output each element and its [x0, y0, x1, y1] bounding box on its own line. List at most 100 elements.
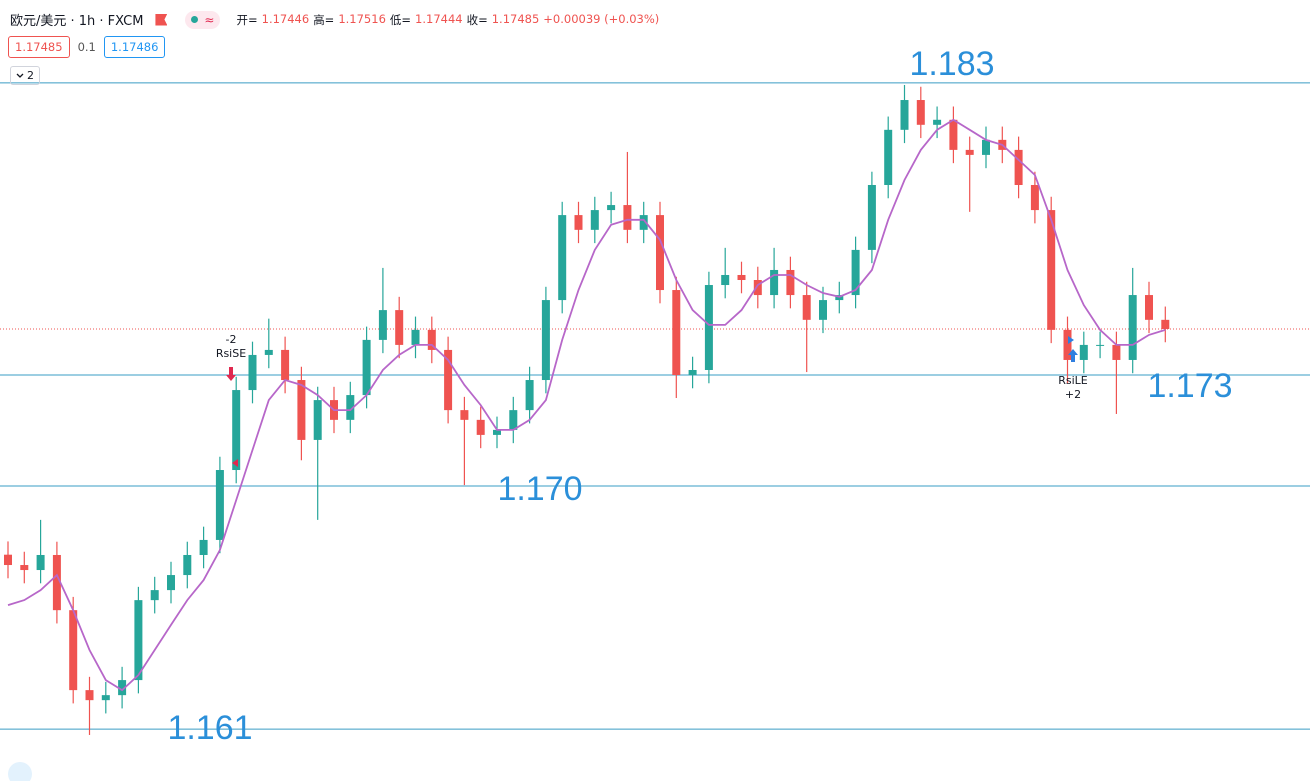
level-label: 1.170 [497, 470, 582, 508]
candle-body [982, 139, 990, 155]
candle-body [770, 269, 779, 296]
ohlc-value: 1.17444 [415, 11, 463, 26]
candle-body [460, 410, 469, 420]
symbol-header: 欧元/美元 · 1h · FXCM ≈ 开= 1.17446 高= 1.17516 … [10, 10, 659, 29]
signal-marker [232, 459, 238, 467]
candle-body [1096, 344, 1105, 346]
candle-body [232, 390, 241, 471]
indicator-toggle[interactable]: 2 [10, 66, 40, 85]
candle-body [150, 590, 159, 601]
ohlc-label: 收= [466, 12, 488, 27]
candle-body [395, 310, 404, 345]
candle-body [69, 610, 78, 691]
candle-body [900, 100, 909, 130]
spread: 0.1 [77, 40, 96, 54]
buy-button[interactable]: 1.17486 [103, 36, 166, 58]
candle-body [786, 269, 795, 296]
candle-body [965, 149, 974, 155]
sell-button[interactable]: 1.17485 [8, 36, 70, 58]
candle-body [933, 119, 942, 125]
signal-size: +2 [1065, 388, 1081, 401]
candle-body [476, 419, 485, 435]
candle-body [916, 100, 925, 125]
candle-body [721, 274, 730, 286]
candle-body [884, 129, 893, 185]
candle-body [1047, 210, 1056, 330]
candle-body [264, 349, 273, 355]
trade-row: 1.17485 0.1 1.17486 [8, 36, 166, 58]
level-label: 1.173 [1147, 367, 1232, 405]
candle-body [134, 600, 143, 681]
candle-body [851, 249, 860, 296]
candle-body [1145, 295, 1153, 320]
candle-body [183, 554, 192, 576]
candle-body [525, 380, 534, 411]
moving-average [7, 118, 1166, 692]
chevron [16, 73, 24, 78]
candle-body [281, 349, 290, 381]
candle-body [101, 695, 110, 701]
candle-body [1079, 344, 1088, 360]
candle-body [867, 184, 876, 250]
price-change: +0.00039 (+0.03%) [543, 11, 660, 26]
candle-body [362, 339, 371, 396]
candle-body [704, 285, 713, 370]
signal-name: RsiSE [216, 347, 246, 360]
candle-body [656, 215, 664, 291]
signal-size: -2 [226, 333, 237, 346]
candle-body [541, 300, 550, 381]
indicator-count: 2 [27, 69, 34, 82]
candle-body [607, 205, 616, 211]
candle-body [248, 354, 257, 391]
level-label: 1.161 [167, 709, 252, 747]
candle-body [819, 300, 827, 320]
signal-arrow [226, 367, 236, 381]
status-icon: ≈ [204, 12, 215, 27]
ohlc-label: 低= [389, 12, 412, 27]
candle-body [20, 565, 29, 571]
candle-body [493, 429, 501, 435]
candle-body [444, 349, 453, 411]
candle-body [949, 119, 958, 150]
candle-body [688, 369, 697, 376]
candle-body [1112, 344, 1121, 360]
candle-body [297, 380, 306, 440]
level-label: 1.183 [909, 45, 994, 83]
market-status[interactable]: ≈ [185, 10, 221, 29]
candle-body [36, 554, 45, 571]
candle-body [215, 470, 224, 540]
candle-body [411, 329, 420, 345]
candle-body [167, 575, 175, 591]
signal-marker [1068, 336, 1074, 344]
symbol-title[interactable]: 欧元/美元 · 1h · FXCM [10, 14, 144, 29]
signal-arrow [1068, 349, 1078, 362]
candle-body [574, 215, 583, 230]
candle-body [427, 329, 436, 350]
ohlc-value: 1.17485 [491, 11, 540, 26]
candle-body [1063, 329, 1072, 360]
ohlc-label: 高= [313, 12, 335, 27]
candle-body [558, 215, 567, 301]
candle-body [802, 295, 811, 320]
candle-body [737, 274, 746, 281]
candle-body [85, 690, 94, 701]
ohlc-value: 1.17516 [338, 11, 386, 26]
candle-body [378, 310, 387, 340]
candle-body [199, 539, 208, 555]
candle-body [1128, 295, 1137, 360]
candle-body [672, 290, 681, 376]
signal-name: RsiLE [1058, 374, 1088, 387]
candle-body [118, 680, 127, 696]
flag-icon[interactable] [155, 13, 168, 26]
ohlc-value: 1.17446 [261, 11, 310, 26]
candle-body [1161, 319, 1170, 329]
logo [8, 762, 32, 781]
candle-body [623, 205, 632, 230]
candle-body [590, 210, 599, 230]
candle-body [346, 395, 355, 420]
candle-body [1030, 184, 1039, 211]
candle-body [52, 554, 61, 611]
ohlc-values: 开= 1.17446 高= 1.17516 低= 1.17444 收= 1.17485 … [236, 12, 659, 28]
